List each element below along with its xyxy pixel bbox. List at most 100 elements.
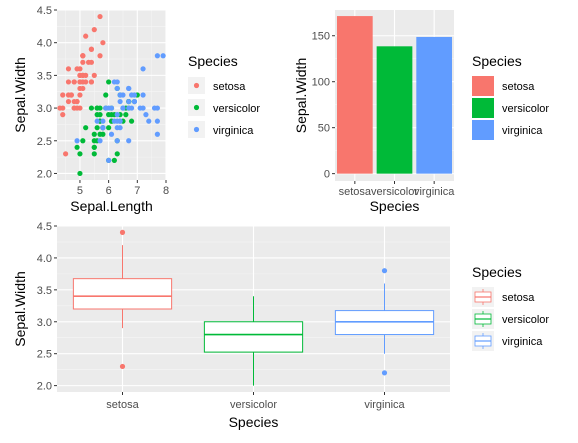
legend-key-swatch (472, 98, 494, 118)
scatter-point-versicolor (80, 138, 86, 144)
legend-label: setosa (213, 81, 246, 93)
bar-versicolor (376, 46, 413, 174)
scatter-point-virginica (114, 85, 120, 92)
scatter-point-setosa (60, 92, 66, 98)
scatter-point-virginica (154, 118, 160, 124)
scatter-point-setosa (83, 72, 89, 78)
y-axis-title: Sepal.Width (12, 57, 28, 132)
bar-chart: setosa versicolorvirginica050100150Specie… (293, 10, 549, 214)
scatter-point-setosa (100, 40, 106, 46)
legend-label: virginica (213, 125, 254, 137)
scatter-point-versicolor (106, 125, 112, 131)
scatter-point-versicolor (91, 138, 97, 144)
legend-key-swatch (472, 76, 494, 96)
x-axis-title: Species (370, 198, 420, 214)
scatter-point-versicolor (91, 144, 97, 150)
y-tick-label: 2.5 (37, 349, 52, 361)
scatter-point-virginica (97, 138, 103, 144)
scatter-point-versicolor (88, 105, 95, 111)
scatter-point-setosa (71, 105, 77, 111)
scatter-point-setosa (80, 59, 86, 65)
x-tick-label: 5 (77, 185, 83, 197)
scatter-point-virginica (114, 112, 120, 118)
y-tick-label: 150 (312, 31, 330, 43)
scatter-point-virginica (154, 105, 160, 111)
x-tick-label: 6 (106, 185, 112, 197)
scatter-point-setosa (77, 92, 83, 98)
y-tick-label: 100 (312, 77, 330, 89)
scatter-point-virginica (126, 105, 132, 111)
legend-label: versicolor (502, 103, 549, 115)
y-axis-title: Sepal.Width (12, 271, 28, 346)
y-tick-label: 3.0 (37, 317, 52, 329)
y-tick-label: 3.5 (37, 285, 52, 297)
scatter-point-setosa (71, 79, 77, 85)
scatter-point-setosa (80, 53, 86, 59)
scatter-point-virginica (106, 157, 112, 163)
box-setosa (72, 278, 173, 310)
box-versicolor (203, 321, 304, 353)
scatter-point-setosa (65, 98, 72, 105)
scatter-point-virginica (128, 92, 135, 98)
scatter-point-virginica (154, 53, 160, 59)
x-tick-label: 7 (134, 185, 140, 197)
scatter-point-virginica (126, 98, 132, 105)
x-tick-label: versicolor (371, 186, 418, 198)
legend-title: Species (472, 264, 522, 280)
scatter-point-virginica (114, 118, 120, 124)
scatter-point-setosa (60, 105, 66, 111)
scatter-point-virginica (131, 98, 138, 105)
scatter-point-virginica (114, 138, 120, 144)
scatter-point-versicolor (103, 92, 109, 98)
scatter-point-setosa (74, 66, 80, 72)
y-tick-label: 4.5 (37, 5, 52, 17)
scatter-point-versicolor (100, 131, 106, 137)
legend-label: versicolor (502, 314, 549, 326)
scatter-point-setosa (88, 79, 95, 85)
y-tick-label: 0 (324, 169, 330, 181)
scatter-point-virginica (111, 79, 117, 85)
x-axis-title: Species (229, 414, 279, 430)
scatter-point-versicolor (77, 170, 83, 177)
y-tick-label: 4.0 (37, 38, 52, 50)
scatter-point-versicolor (91, 131, 97, 137)
y-tick-label: 4.5 (37, 221, 52, 233)
x-tick-label: versicolor (230, 399, 277, 411)
scatter-point-virginica (160, 53, 166, 59)
scatter-point-virginica (114, 125, 120, 131)
y-tick-label: 2.0 (37, 168, 52, 180)
legend-key-swatch (472, 120, 494, 140)
scatter-point-virginica (140, 66, 146, 72)
y-tick-label: 2.5 (37, 136, 52, 148)
scatter-point-setosa (77, 85, 83, 92)
legend-label: versicolor (213, 103, 260, 115)
scatter-point-setosa (85, 59, 92, 65)
y-tick-label: 4.0 (37, 253, 52, 265)
scatter-point-setosa (77, 105, 83, 111)
scatter-point-virginica (108, 131, 115, 137)
scatter-point-virginica (154, 131, 160, 137)
scatter-point-versicolor (83, 125, 89, 131)
outlier-setosa (119, 229, 126, 235)
scatter-point-setosa (88, 46, 95, 52)
outlier-virginica (381, 268, 388, 274)
scatter-point-virginica (140, 92, 146, 98)
scatter-point-setosa (77, 72, 83, 78)
scatter-point-versicolor (74, 144, 80, 150)
scatter-point-versicolor (123, 112, 129, 118)
scatter-point-virginica (74, 138, 80, 144)
bar-virginica (416, 36, 453, 174)
x-tick-label: virginica (364, 399, 405, 411)
scatter-point-virginica (117, 92, 123, 98)
legend-key-point (193, 126, 200, 133)
scatter-point-virginica (100, 125, 106, 131)
scatter-point-virginica (100, 118, 106, 124)
legend-key-point (193, 104, 200, 111)
scatter-point-versicolor (97, 112, 103, 118)
scatter-point-versicolor (106, 79, 112, 85)
legend-label: setosa (502, 292, 535, 304)
bar-setosa (336, 16, 373, 174)
x-tick-label: virginica (414, 186, 455, 198)
legend-key-point (193, 82, 200, 89)
